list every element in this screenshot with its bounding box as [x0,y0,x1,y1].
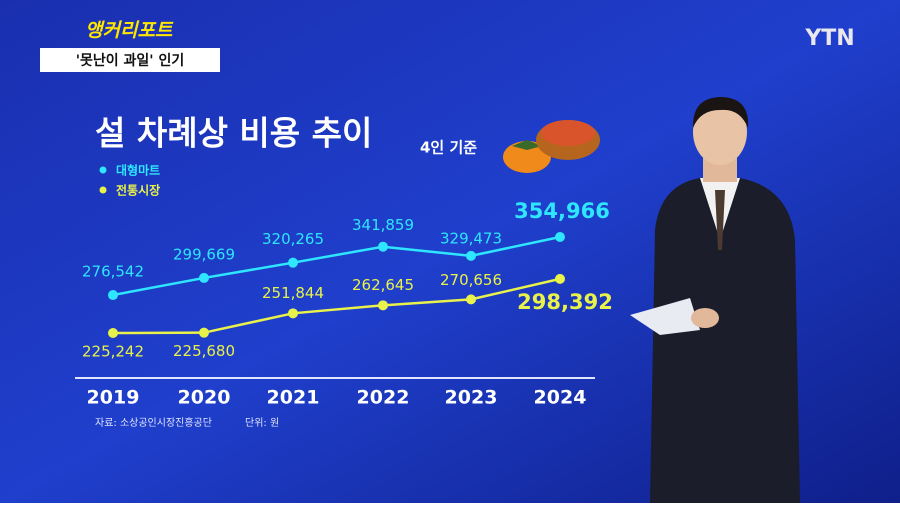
persimmon-icon [503,120,600,173]
logo: YTN [804,26,854,51]
data-point [378,300,388,311]
series-line [112,277,561,335]
legend-marker [99,186,107,194]
legend-label: 전통시장 [116,183,160,198]
data-point [288,257,298,268]
x-tick-label: 2022 [357,387,410,409]
data-label: 329,473 [440,229,502,247]
x-tick-label: 2020 [178,387,231,409]
data-label: 341,859 [352,216,414,234]
unit-note: 단위: 원 [245,416,279,429]
data-point [288,308,298,319]
data-label: 270,656 [440,271,502,289]
data-label: 225,680 [173,342,235,360]
data-point [466,294,476,305]
x-tick-label: 2024 [534,387,587,409]
topic-box [40,48,220,72]
data-point [555,232,565,242]
anchor-person [630,97,800,503]
series-line [112,235,561,297]
x-tick-label: 2021 [267,387,320,409]
segment-label: 앵커리포트 [85,20,174,42]
x-tick-label: 2019 [87,387,140,409]
legend-marker [99,166,107,174]
source-note: 자료: 소상공인시장진흥공단 [95,416,212,429]
data-label: 298,392 [517,290,613,314]
x-tick-label: 2023 [445,387,498,409]
data-label: 276,542 [82,263,144,281]
data-label: 354,966 [514,199,610,223]
data-label: 262,645 [352,276,414,294]
data-label: 251,844 [262,284,324,302]
chart-subtitle: 4인 기준 [420,139,477,157]
data-point [199,327,209,338]
data-point [378,241,388,252]
data-label: 225,242 [82,343,144,361]
legend-label: 대형마트 [116,163,160,178]
data-point [199,272,209,283]
data-label: 320,265 [262,230,324,248]
data-point [466,250,476,261]
topic-label: '못난이 과일' 인기 [76,52,184,69]
data-point [555,273,565,284]
data-point [108,290,118,301]
data-point [108,328,118,338]
chart-title: 설 차례상 비용 추이 [95,114,372,153]
data-label: 299,669 [173,245,235,263]
